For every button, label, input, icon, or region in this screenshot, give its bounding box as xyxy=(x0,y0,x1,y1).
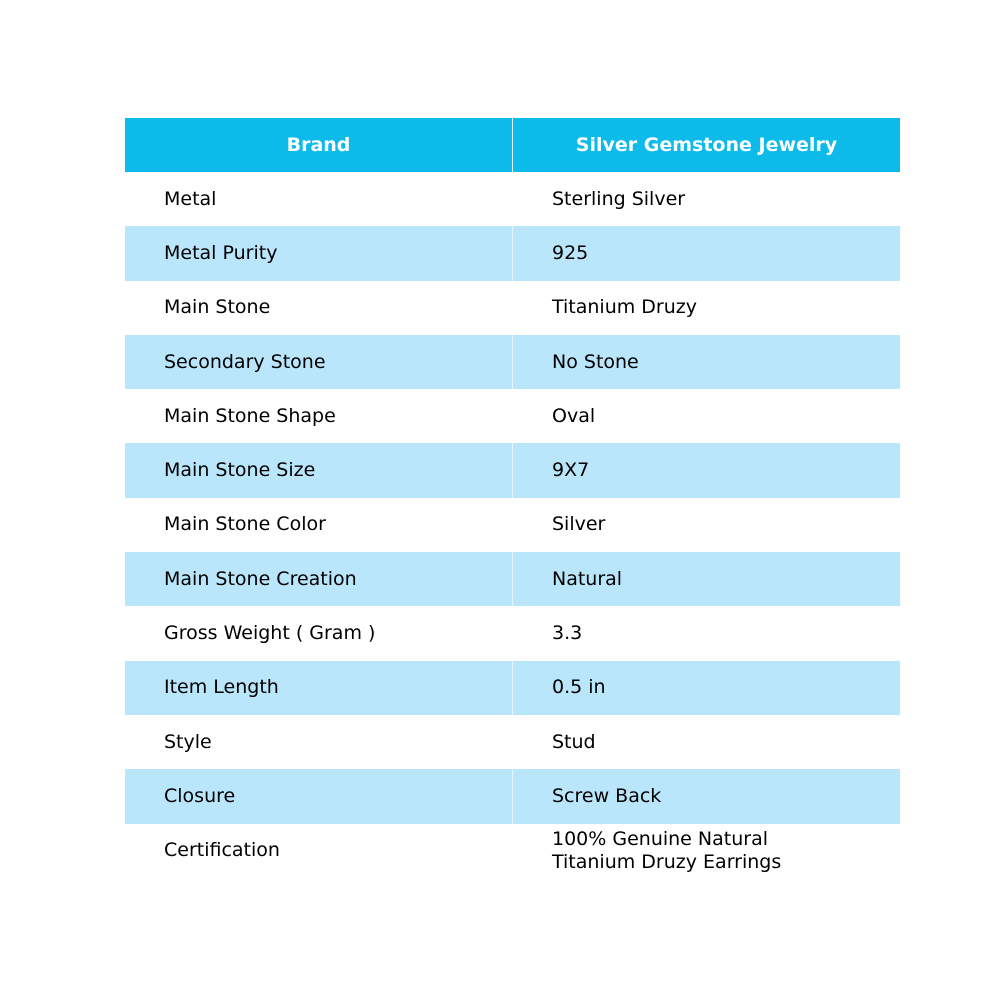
spec-value: 9X7 xyxy=(512,443,900,498)
table-row: Secondary Stone No Stone xyxy=(125,334,900,390)
spec-label: Item Length xyxy=(125,660,513,715)
spec-value: 0.5 in xyxy=(512,660,900,715)
table-row: Main Stone Color Silver xyxy=(125,497,900,553)
table-row: Closure Screw Back xyxy=(125,769,900,824)
table-row: Gross Weight ( Gram ) 3.3 xyxy=(125,606,900,661)
spec-label: Main Stone Size xyxy=(125,443,513,498)
spec-value: No Stone xyxy=(512,334,900,390)
spec-value: Titanium Druzy xyxy=(552,296,698,319)
table-row: Style Stud xyxy=(125,714,900,770)
spec-label: Gross Weight ( Gram ) xyxy=(125,606,513,661)
spec-label: Secondary Stone xyxy=(125,334,513,390)
spec-value: Stud xyxy=(552,730,596,753)
spec-label: Main Stone Color xyxy=(125,497,513,553)
header-row: Brand Silver Gemstone Jewelry xyxy=(125,118,900,172)
table-row: Metal Purity 925 xyxy=(125,226,900,281)
spec-value: Oval xyxy=(552,404,596,427)
spec-value: 925 xyxy=(512,226,900,281)
spec-label: Style xyxy=(125,714,513,770)
spec-label: Metal xyxy=(125,172,513,227)
spec-value: Natural xyxy=(512,552,900,607)
spec-label: Metal Purity xyxy=(125,226,513,281)
header-brand: Brand xyxy=(125,118,513,172)
table-row: Main Stone Shape Oval xyxy=(125,389,900,444)
table-row: Metal Sterling Silver xyxy=(125,172,900,227)
table-row: Certification 100% Genuine Natural Titani… xyxy=(125,823,900,878)
spec-value: Sterling Silver xyxy=(552,187,686,210)
spec-value: 100% Genuine Natural Titanium Druzy Earr… xyxy=(552,827,782,873)
header-brand-value: Silver Gemstone Jewelry xyxy=(512,118,900,172)
spec-label: Main Stone Shape xyxy=(125,389,513,444)
spec-value: Silver xyxy=(552,513,606,536)
spec-value: Screw Back xyxy=(512,769,900,824)
spec-label: Closure xyxy=(125,769,513,824)
spec-label: Certification xyxy=(125,823,513,878)
table-row: Main Stone Titanium Druzy xyxy=(125,280,900,335)
table-row: Main Stone Creation Natural xyxy=(125,552,900,607)
spec-value: 3.3 xyxy=(552,622,583,645)
spec-table: Brand Silver Gemstone Jewelry Metal Sterl… xyxy=(125,118,900,878)
spec-label: Main Stone xyxy=(125,280,513,335)
spec-label: Main Stone Creation xyxy=(125,552,513,607)
table-row: Item Length 0.5 in xyxy=(125,660,900,715)
table-row: Main Stone Size 9X7 xyxy=(125,443,900,498)
